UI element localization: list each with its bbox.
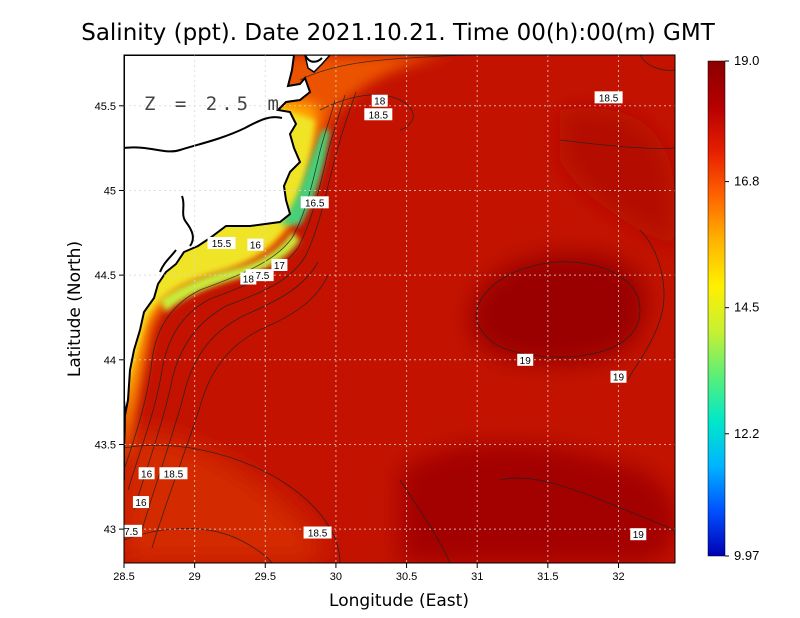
contour-label: 16	[138, 467, 155, 480]
contour-label-text: 17	[274, 261, 286, 272]
contour-label-text: 18.5	[308, 529, 328, 540]
contour-label: 16	[132, 496, 149, 509]
contour-label: 18.5	[594, 91, 623, 104]
contour-label-text: 18	[243, 275, 255, 286]
contour-label-box	[240, 272, 257, 285]
contour-label-text: 18.5	[369, 110, 389, 121]
contour-label-text: 17.5	[250, 271, 270, 282]
contour-label-box	[371, 94, 388, 107]
contour-label-box	[364, 108, 393, 121]
colorbar-tick-label: 12.2	[734, 426, 759, 441]
contour-label-box	[610, 370, 627, 383]
contour-label: 15.5	[207, 236, 236, 250]
contour-label-text: 19	[520, 356, 532, 367]
contour-label: 18.5	[303, 526, 332, 540]
colorbar-gradient	[707, 60, 726, 557]
y-tick-label: 44	[104, 355, 116, 367]
depth-annotation: Z = 2.5 m	[144, 93, 283, 115]
contour-label: 18	[371, 94, 388, 108]
land	[124, 55, 332, 421]
y-axis-label: Latitude (North)	[65, 241, 85, 377]
contour-label-text: 7.5	[124, 527, 138, 538]
contour-label: 16	[247, 238, 264, 252]
x-tick-label: 32	[612, 571, 624, 583]
contour-label-text: 18.5	[599, 93, 619, 104]
x-tick-label: 29	[189, 571, 201, 583]
contour-label-box	[132, 496, 149, 509]
contour-label: 18.5	[364, 108, 393, 121]
y-tick-label: 43.5	[95, 439, 116, 451]
contour-label: 17	[271, 258, 288, 272]
contour-label-box	[159, 467, 188, 480]
contour-label-text: 16	[250, 241, 262, 252]
land-northeast-strip	[304, 55, 332, 73]
contour-label: 19	[630, 528, 647, 541]
contour-label-box	[247, 238, 264, 251]
contour-label-box	[207, 236, 236, 249]
contour-label: 18.5	[159, 467, 188, 480]
contour-label-text: 15.5	[212, 239, 232, 250]
colorbar-tick-label: 9.97	[734, 548, 759, 563]
contour-label-box	[300, 196, 329, 209]
deep-salinity-eddy-north	[470, 252, 647, 365]
contour-label-text: 18.5	[164, 469, 184, 480]
coastal-band-green	[280, 130, 330, 225]
x-tick-label: 31	[471, 571, 483, 583]
x-tick-label: 30	[330, 571, 342, 583]
x-tick-label: 31.5	[537, 571, 558, 583]
contour-label-box	[138, 467, 155, 480]
deep-salinity-southeast	[400, 443, 675, 563]
contour-label-text: 18	[374, 97, 386, 108]
colorbar-tick-label: 16.8	[734, 174, 759, 189]
y-tick-label: 45.5	[95, 101, 116, 113]
grid-lines	[124, 55, 675, 563]
contour-label-text: 16.5	[305, 198, 325, 209]
colorbar-ticks: 19.0 16.8 14.5 12.2 9.97	[725, 53, 759, 563]
colorbar-tick-label: 14.5	[734, 300, 759, 315]
contour-label-box	[124, 524, 143, 537]
contour-label-box	[630, 528, 647, 541]
contour-label-box	[303, 526, 332, 539]
contour-label-text: 16	[135, 498, 147, 509]
x-axis-label: Longitude (East)	[329, 591, 469, 611]
x-tick-label: 29.5	[255, 571, 276, 583]
contour-label-box	[517, 353, 534, 366]
y-axis-ticks: 43 43.5 44 44.5 45 45.5	[95, 101, 124, 536]
colorbar: 19.0 16.8 14.5 12.2 9.97	[707, 53, 759, 563]
y-tick-label: 44.5	[95, 270, 116, 282]
x-axis-ticks: 28.5 29 29.5 30 30.5 31 31.5 32	[113, 563, 625, 583]
contour-label: 7.5	[124, 524, 143, 538]
chart-title: Salinity (ppt). Date 2021.10.21. Time 00…	[81, 20, 715, 46]
x-tick-label: 30.5	[396, 571, 417, 583]
y-tick-label: 45	[104, 185, 116, 197]
contour-label-text: 16	[141, 469, 153, 480]
colorbar-tick-label: 19.0	[734, 53, 759, 68]
contour-label: 18	[240, 272, 257, 286]
plot-frame	[123, 54, 676, 564]
contour-label-text: 19	[613, 373, 625, 384]
contour-label-box	[594, 91, 623, 104]
contour-label: 16.5	[300, 196, 329, 209]
contour-label-box	[271, 258, 288, 271]
contour-label: 19	[517, 353, 534, 367]
contour-label: 19	[610, 370, 627, 384]
y-tick-label: 43	[104, 524, 116, 536]
x-tick-label: 28.5	[113, 571, 134, 583]
land-bulgaria-romania-coast	[124, 55, 312, 421]
contour-label-text: 19	[633, 530, 645, 541]
mid-salinity-southwest	[124, 430, 319, 563]
